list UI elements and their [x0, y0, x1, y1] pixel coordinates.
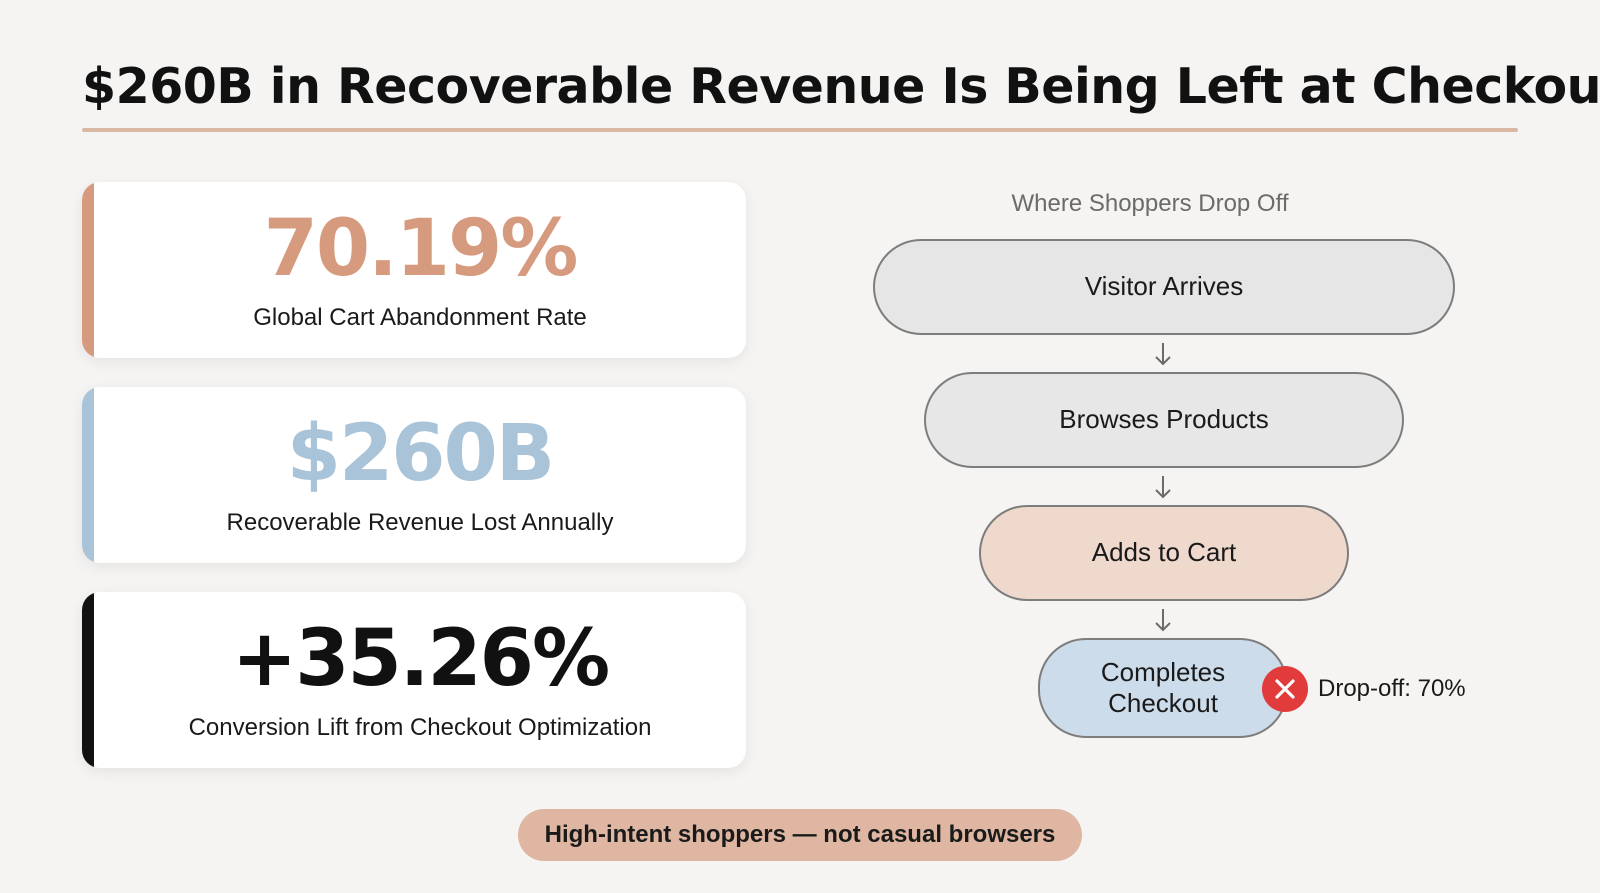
stat-card-conversion-lift: +35.26% Conversion Lift from Checkout Op…	[82, 592, 746, 768]
footer-callout-pill: High-intent shoppers — not casual browse…	[518, 809, 1082, 861]
stat-label: Global Cart Abandonment Rate	[253, 304, 587, 331]
stat-value: +35.26%	[231, 614, 610, 704]
stat-label: Conversion Lift from Checkout Optimizati…	[188, 714, 652, 741]
arrow-down-icon	[1155, 476, 1171, 499]
arrow-down-icon	[1155, 609, 1171, 632]
stat-card-recoverable-revenue: $260B Recoverable Revenue Lost Annually	[82, 387, 746, 563]
stat-value: 70.19%	[263, 204, 579, 294]
dropoff-label: Drop-off: 70%	[1318, 675, 1466, 702]
card-accent-bar	[82, 592, 94, 768]
funnel-title: Where Shoppers Drop Off	[1011, 190, 1289, 217]
funnel-stage-adds-to-cart: Adds to Cart	[979, 505, 1349, 601]
stat-value: $260B	[286, 409, 556, 499]
funnel-stage-completes-checkout: Completes Checkout	[1038, 638, 1288, 738]
close-icon	[1262, 666, 1308, 712]
card-accent-bar	[82, 182, 94, 358]
page-title: $260B in Recoverable Revenue Is Being Le…	[82, 58, 1600, 115]
arrow-down-icon	[1155, 343, 1171, 366]
funnel-stage-visitor-arrives: Visitor Arrives	[873, 239, 1455, 335]
stat-label: Recoverable Revenue Lost Annually	[226, 509, 614, 536]
stat-card-abandonment-rate: 70.19% Global Cart Abandonment Rate	[82, 182, 746, 358]
title-underline	[82, 128, 1518, 132]
funnel-stage-browses-products: Browses Products	[924, 372, 1404, 468]
card-accent-bar	[82, 387, 94, 563]
